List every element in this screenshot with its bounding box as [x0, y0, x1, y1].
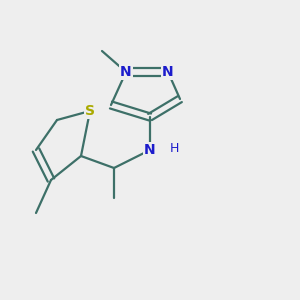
Text: S: S — [85, 104, 95, 118]
Text: N: N — [120, 65, 132, 79]
Text: H: H — [169, 142, 179, 155]
Text: N: N — [144, 143, 156, 157]
Text: N: N — [162, 65, 174, 79]
